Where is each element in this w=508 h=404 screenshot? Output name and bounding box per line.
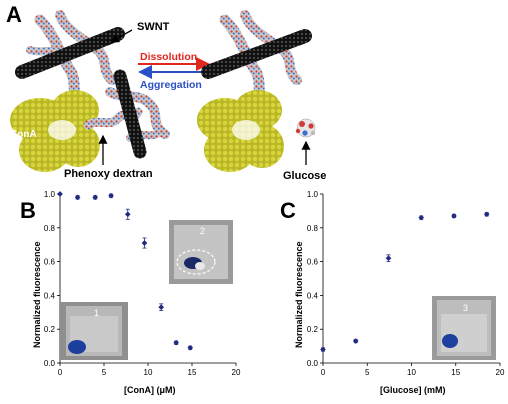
chart-c-data-point — [352, 338, 359, 344]
label-swnt: SWNT — [137, 21, 170, 33]
label-cona: ConA — [10, 129, 37, 140]
chart-b-xtick-label: 15 — [188, 368, 197, 377]
chart-c-xlabel: [Glucose] (mM) — [380, 385, 446, 395]
swnt-tube-right — [201, 29, 312, 79]
chart-c-data-point — [385, 255, 392, 262]
chart-c-ytick-label: 0.8 — [307, 224, 319, 233]
label-dissolution: Dissolution — [140, 51, 197, 63]
inset-2-label: 2 — [200, 226, 205, 236]
chart-b-ytick-label: 0.6 — [44, 258, 56, 267]
chart-c-ytick-label: 1.0 — [307, 190, 319, 199]
chart-b-ytick-label: 1.0 — [44, 190, 56, 199]
chart-b-data-point — [74, 194, 81, 201]
chart-c-ytick-label: 0.4 — [307, 291, 319, 300]
chart-b-ytick-label: 0.8 — [44, 224, 56, 233]
swnt-arrow — [109, 29, 133, 43]
chart-b: 0 5 10 15 20 0.0 0.2 0.4 0.6 0.8 1.0 — [44, 190, 241, 377]
chart-b-data-point — [141, 240, 148, 246]
inset-1-label: 1 — [94, 308, 99, 318]
chart-c-data-point — [418, 214, 425, 221]
inset-3-label: 3 — [463, 303, 468, 313]
chart-b-data-point — [124, 211, 131, 218]
chart-b-ylabel: Normalized fluorescence — [32, 241, 42, 348]
chart-c-data-point — [451, 213, 457, 219]
panel-b: B 0 5 10 15 20 0.0 0.2 0.4 0.6 0.8 1.0 1 2 Normali… — [20, 190, 241, 395]
chart-c-data-point — [320, 346, 326, 353]
panel-b-letter: B — [20, 198, 36, 223]
label-glucose: Glucose — [283, 170, 326, 182]
inset-photo-2: 2 — [169, 220, 233, 284]
chart-c-ytick-label: 0.6 — [307, 258, 319, 267]
chart-b-data-point — [57, 191, 63, 197]
chart-c-ylabel: Normalized fluorescence — [294, 241, 304, 348]
inset-photo-1: 1 — [60, 302, 128, 360]
chart-b-xtick-label: 20 — [232, 368, 241, 377]
swnt-tube-left — [15, 27, 125, 79]
glucose-molecule — [295, 118, 316, 138]
panel-a: A SWNT ConA Phenoxy dextran Di — [6, 2, 326, 182]
chart-b-xlabel: [ConA] (μM) — [124, 385, 176, 395]
panel-a-letter: A — [6, 2, 22, 27]
cona-protein-left — [10, 90, 100, 172]
chart-c-xtick-label: 10 — [407, 368, 416, 377]
chart-b-xtick-label: 0 — [58, 368, 63, 377]
chart-b-ytick-label: 0.4 — [44, 291, 56, 300]
chart-c-ytick-label: 0.0 — [307, 359, 319, 368]
label-aggregation: Aggregation — [140, 79, 202, 91]
chart-b-data-point — [187, 344, 194, 351]
chart-c-xtick-label: 20 — [496, 368, 505, 377]
chart-b-data-point — [108, 192, 114, 199]
chart-b-xtick-label: 10 — [144, 368, 153, 377]
chart-b-ytick-label: 0.0 — [44, 359, 56, 368]
chart-b-ytick-label: 0.2 — [44, 325, 56, 334]
inset-photo-3: 3 — [432, 296, 496, 360]
swnt-tube-middle — [113, 69, 147, 159]
chart-b-xtick-label: 5 — [102, 368, 107, 377]
chart-c-data-point — [483, 211, 490, 218]
chart-c-xtick-label: 0 — [321, 368, 326, 377]
cona-protein-right — [197, 90, 284, 172]
panel-c: C 0 5 10 15 20 0.0 0.2 0.4 0.6 0.8 1.0 3 Normalize… — [280, 190, 505, 395]
label-phenoxy: Phenoxy dextran — [64, 168, 153, 180]
chart-b-data-point — [173, 339, 179, 346]
chart-b-data-point — [158, 304, 165, 311]
chart-c-xtick-label: 5 — [365, 368, 370, 377]
chart-b-data-point — [92, 194, 99, 201]
panel-c-letter: C — [280, 198, 296, 223]
chart-c-xtick-label: 15 — [451, 368, 460, 377]
chart-c: 0 5 10 15 20 0.0 0.2 0.4 0.6 0.8 1.0 — [307, 190, 505, 377]
chart-c-ytick-label: 0.2 — [307, 325, 319, 334]
